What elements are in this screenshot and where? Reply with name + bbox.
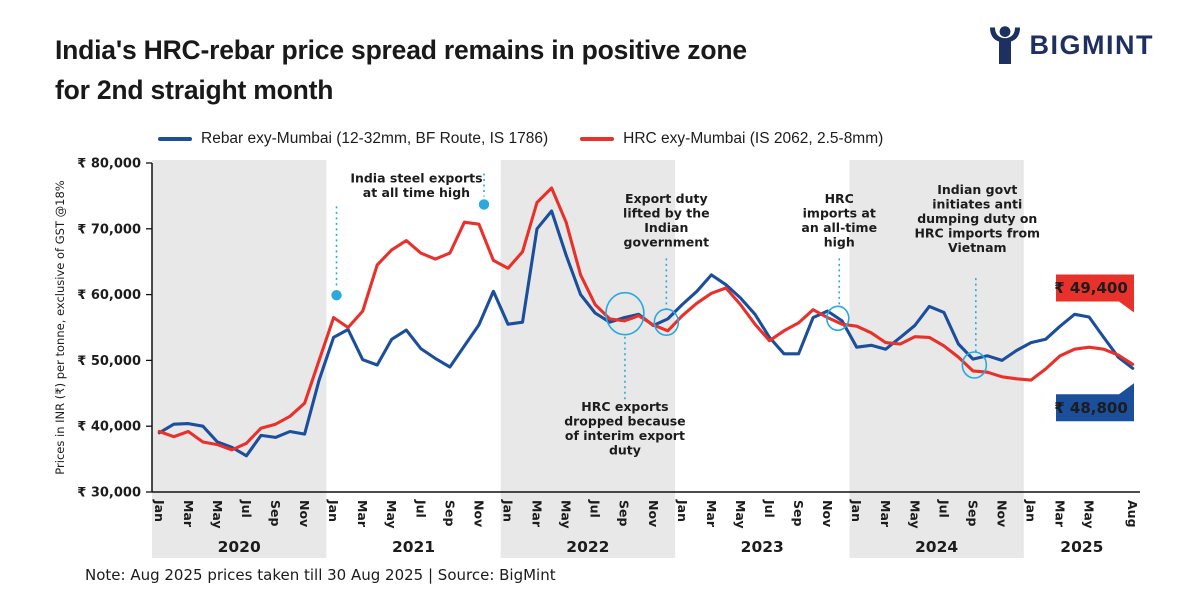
month-tick-label: Nov <box>820 500 835 527</box>
month-tick-label: Mar <box>704 500 719 528</box>
page-title-line-1: India's HRC-rebar price spread remains i… <box>55 35 747 65</box>
month-tick-label: Jan <box>500 499 515 522</box>
y-tick-label: ₹ 50,000 <box>77 354 141 369</box>
month-tick-label: Sep <box>965 500 980 526</box>
y-axis-title: Prices in INR (₹) per tonne, exclusive o… <box>53 180 67 474</box>
month-tick-label: Mar <box>878 500 893 528</box>
month-tick-label: Jan <box>675 499 690 522</box>
annotation-hrc-exports-dropped: HRC exports dropped because of interim exp… <box>564 399 685 458</box>
year-label-2025: 2025 <box>1060 538 1103 556</box>
month-tick-label: Jan <box>152 499 167 522</box>
bigmint-logo: BIGMINT <box>988 26 1155 64</box>
annotation-steel-exports-high: India steel exports at all time high <box>350 171 482 200</box>
legend-item-hrc: HRC exy-Mumbai (IS 2062, 2.5-8mm) <box>580 130 883 148</box>
price-flag-hrc-last-price <box>1056 274 1134 313</box>
price-flag-rebar-last-price <box>1056 383 1134 422</box>
price-flag-text-rebar-last-price: ₹ 48,800 <box>1054 399 1128 417</box>
price-spread-chart: ₹ 30,000 ₹ 40,000 ₹ 50,000 ₹ 60,000 ₹ 70,000… <box>53 157 1140 558</box>
hrc-line-swatch <box>580 137 615 141</box>
export-duty-lifted-circle <box>653 308 680 337</box>
rebar-line-swatch <box>158 137 192 141</box>
month-tick-label: Nov <box>994 500 1009 527</box>
month-tick-label: May <box>384 500 399 529</box>
month-tick-label: Mar <box>530 500 545 528</box>
legend-label-rebar: Rebar exy-Mumbai (12-32mm, BF Route, IS … <box>201 130 549 147</box>
year-label-2024: 2024 <box>915 538 958 556</box>
month-tick-label: Nov <box>646 500 661 527</box>
month-tick-label: Mar <box>355 500 370 528</box>
legend-label-hrc: HRC exy-Mumbai (IS 2062, 2.5-8mm) <box>623 130 884 147</box>
price-flag-text-hrc-last-price: ₹ 49,400 <box>1054 279 1128 297</box>
steel-exports-high-marker <box>331 290 342 301</box>
month-tick-label: Mar <box>1053 500 1068 528</box>
month-tick-label: Sep <box>617 500 632 526</box>
month-tick-label: May <box>210 500 225 529</box>
month-tick-label: Mar <box>181 500 196 528</box>
month-tick-label: Jan <box>849 499 864 522</box>
y-tick-label: ₹ 40,000 <box>77 420 141 435</box>
page-title: India's HRC-rebar price spread remains i… <box>55 30 955 110</box>
y-tick-label: ₹ 30,000 <box>77 486 141 501</box>
export-duty-lifted-circle <box>605 291 645 336</box>
year-label-2023: 2023 <box>741 538 784 556</box>
page-title-line-2: for 2nd straight month <box>55 75 334 105</box>
month-tick-label: Jul <box>936 499 951 518</box>
year-label-2021: 2021 <box>392 538 435 556</box>
bigmint-logo-icon <box>989 26 1020 64</box>
month-tick-label: May <box>559 500 574 529</box>
month-tick-label: Jul <box>588 499 603 518</box>
month-tick-label: Sep <box>442 500 457 526</box>
month-tick-label: Nov <box>471 500 486 527</box>
annotation-anti-dumping-vietnam: Indian govt initiates anti dumping duty on… <box>914 182 1040 255</box>
month-tick-label: Sep <box>268 500 283 526</box>
legend-item-rebar: Rebar exy-Mumbai (12-32mm, BF Route, IS … <box>158 130 548 148</box>
year-label-2020: 2020 <box>218 538 261 556</box>
month-tick-label: May <box>1082 500 1097 529</box>
y-tick-label: ₹ 80,000 <box>77 157 141 172</box>
bigmint-logo-text: BIGMINT <box>1029 29 1154 60</box>
steel-exports-high-marker <box>478 199 490 210</box>
month-tick-label: Jan <box>326 499 341 522</box>
year-label-2022: 2022 <box>566 538 609 556</box>
month-tick-label: Sep <box>791 500 806 526</box>
annotation-hrc-imports-high: HRC imports at an all-time high <box>801 191 877 250</box>
source-note: Note: Aug 2025 prices taken till 30 Aug … <box>85 566 556 584</box>
hrc-price-line <box>157 186 1135 452</box>
anti-dumping-vietnam-circle <box>961 351 988 379</box>
month-tick-label: Jul <box>413 499 428 518</box>
month-tick-label: Nov <box>297 500 312 527</box>
month-tick-label: May <box>733 500 748 529</box>
annotation-export-duty-lifted: Export duty lifted by the Indian government <box>623 191 710 250</box>
hrc-imports-high-circle <box>825 305 850 332</box>
month-tick-label: Jul <box>762 499 777 518</box>
month-tick-label: Jan <box>1024 499 1039 522</box>
y-tick-label: ₹ 60,000 <box>77 288 141 303</box>
year-band-2020 <box>152 160 327 558</box>
y-tick-label: ₹ 70,000 <box>77 222 141 237</box>
month-tick-label: Jul <box>239 499 254 518</box>
chart-legend: Rebar exy-Mumbai (12-32mm, BF Route, IS … <box>158 130 883 148</box>
month-tick-label: Aug <box>1125 500 1140 528</box>
month-tick-label: May <box>907 500 922 529</box>
